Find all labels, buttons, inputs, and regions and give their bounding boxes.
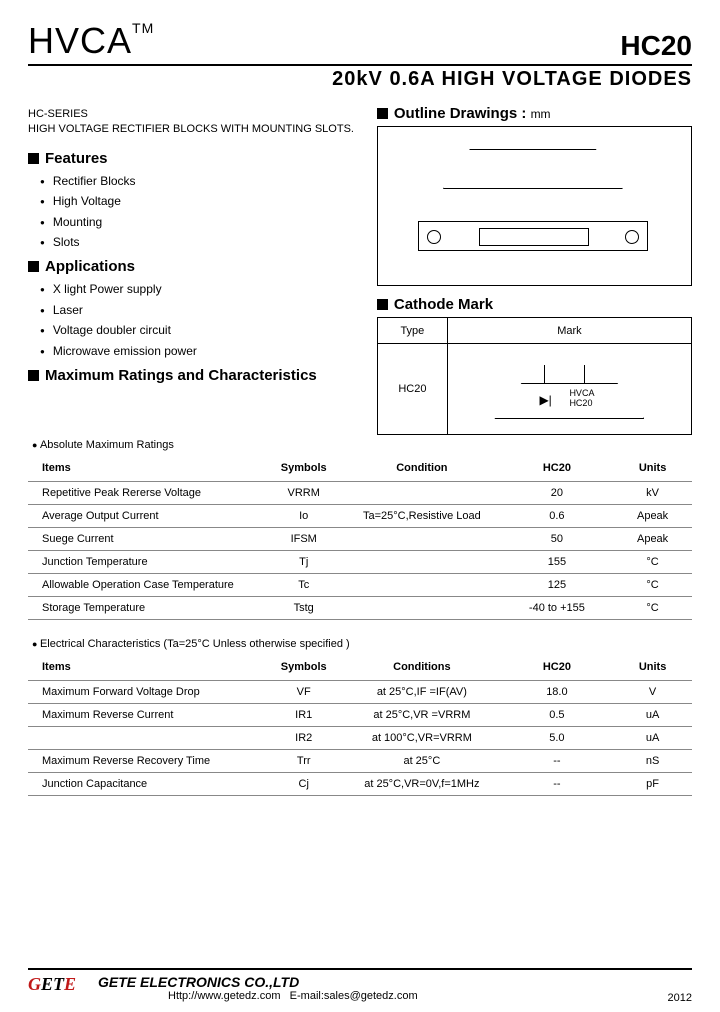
elec-char-note: Electrical Characteristics (Ta=25°C Unle… <box>32 638 692 650</box>
header-rule <box>28 64 692 66</box>
list-item: Mounting <box>40 212 359 232</box>
company-logo-icon: GETE <box>28 974 88 1002</box>
table-row: Maximum Reverse CurrentIR1at 25°C,VR =VR… <box>28 704 692 727</box>
table-row: Junction CapacitanceCjat 25°C,VR=0V,f=1M… <box>28 773 692 796</box>
absolute-maximum-ratings-table: Items Symbols Condition HC20 Units Repet… <box>28 455 692 620</box>
list-item: High Voltage <box>40 191 359 211</box>
cathode-mark-table: Type Mark HC20 ▶| HVCA HC20 <box>377 317 692 435</box>
table-row: Storage TemperatureTstg-40 to +155°C <box>28 597 692 620</box>
table-row: Repetitive Peak Rererse VoltageVRRM20kV <box>28 482 692 505</box>
table-row: Allowable Operation Case TemperatureTc12… <box>28 574 692 597</box>
features-heading: Features <box>28 150 359 167</box>
page-subtitle: 20kV 0.6A HIGH VOLTAGE DIODES <box>28 68 692 91</box>
list-item: Slots <box>40 232 359 252</box>
features-list: Rectifier Blocks High Voltage Mounting S… <box>28 171 359 253</box>
outline-heading: Outline Drawings : mm <box>377 105 692 122</box>
cathode-heading: Cathode Mark <box>377 296 692 313</box>
footer-year: 2012 <box>668 992 692 1004</box>
table-row: Junction TemperatureTj155°C <box>28 551 692 574</box>
company-name: GETE ELECTRONICS CO.,LTD <box>98 974 418 990</box>
diode-symbol-icon: ▶| <box>539 393 551 407</box>
applications-list: X light Power supply Laser Voltage doubl… <box>28 279 359 361</box>
applications-heading: Applications <box>28 258 359 275</box>
ratings-heading: Maximum Ratings and Characteristics <box>28 367 359 384</box>
company-contact: Http://www.getedz.com E-mail:sales@geted… <box>168 990 418 1002</box>
series-description: HC-SERIES HIGH VOLTAGE RECTIFIER BLOCKS … <box>28 107 359 138</box>
brand-logo: HVCATM <box>28 20 154 62</box>
table-header-row: Items Symbols Conditions HC20 Units <box>28 654 692 681</box>
list-item: Microwave emission power <box>40 341 359 361</box>
list-item: X light Power supply <box>40 279 359 299</box>
cathode-mark-drawing: ▶| HVCA HC20 <box>448 344 691 434</box>
table-row: Suege CurrentIFSM50Apeak <box>28 528 692 551</box>
electrical-characteristics-table: Items Symbols Conditions HC20 Units Maxi… <box>28 654 692 796</box>
outline-drawing <box>377 126 692 286</box>
table-header-row: Items Symbols Condition HC20 Units <box>28 455 692 482</box>
cathode-type-value: HC20 <box>378 344 448 434</box>
cathode-head-mark: Mark <box>448 318 691 343</box>
list-item: Rectifier Blocks <box>40 171 359 191</box>
cathode-head-type: Type <box>378 318 448 343</box>
abs-max-note: Absolute Maximum Ratings <box>32 439 692 451</box>
list-item: Laser <box>40 300 359 320</box>
part-number: HC20 <box>620 30 692 62</box>
table-row: IR2at 100°C,VR=VRRM5.0uA <box>28 727 692 750</box>
page-footer: GETE GETE ELECTRONICS CO.,LTD Http://www… <box>28 968 692 1002</box>
table-row: Average Output CurrentIoTa=25°C,Resistiv… <box>28 505 692 528</box>
list-item: Voltage doubler circuit <box>40 320 359 340</box>
table-row: Maximum Forward Voltage DropVFat 25°C,IF… <box>28 681 692 704</box>
table-row: Maximum Reverse Recovery TimeTrrat 25°C-… <box>28 750 692 773</box>
